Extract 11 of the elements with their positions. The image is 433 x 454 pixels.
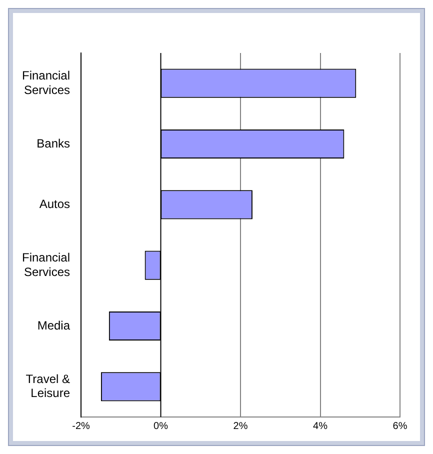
- x-tick-label: 6%: [392, 420, 408, 432]
- y-tick-label: Financial Services: [22, 250, 70, 279]
- x-tick-label: -2%: [72, 420, 90, 432]
- x-tick-label: 4%: [313, 420, 328, 432]
- y-tick-label: Travel & Leisure: [26, 372, 70, 400]
- y-tick-label: Banks: [36, 136, 70, 150]
- x-tick-label: 0%: [154, 420, 168, 432]
- y-tick-label: Autos: [39, 196, 70, 211]
- x-tick-label: 2%: [233, 420, 248, 432]
- y-tick-label: Financial Services: [22, 68, 70, 97]
- y-tick-label: Media: [37, 318, 70, 332]
